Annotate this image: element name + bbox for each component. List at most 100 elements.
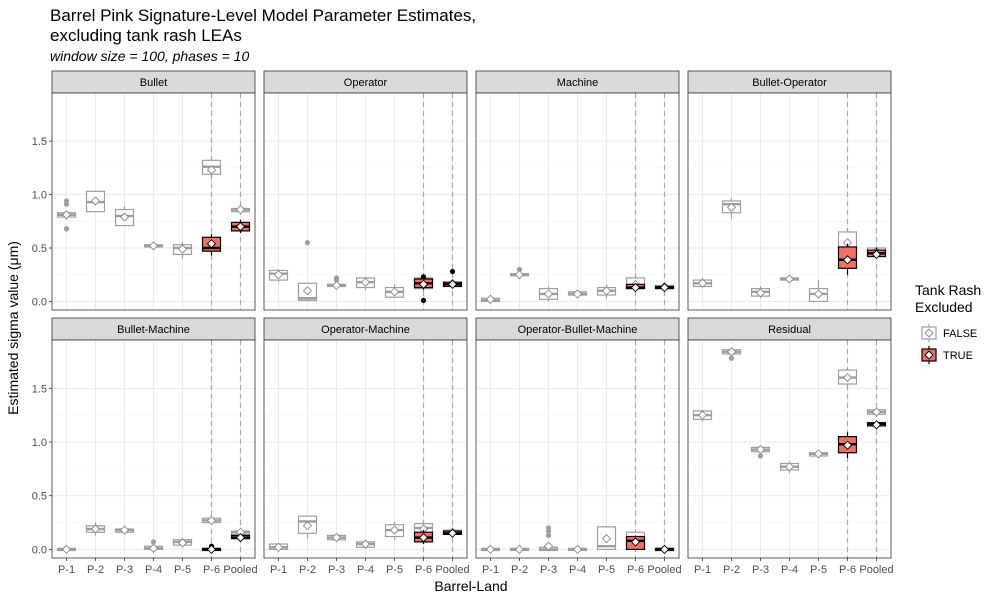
mean-diamond — [485, 544, 496, 555]
x-tick-label: P-5 — [598, 564, 615, 576]
mean-diamond — [331, 532, 342, 543]
x-tick-label: P-6 — [415, 564, 432, 576]
mean-diamond — [842, 255, 853, 265]
mean-diamond — [447, 279, 458, 289]
y-axis-label: Estimated sigma value (μm) — [5, 241, 21, 415]
box-excluded-false — [355, 276, 376, 290]
mean-diamond — [659, 282, 670, 293]
x-tick-label: P-4 — [781, 564, 798, 576]
mean-diamond — [418, 279, 429, 289]
y-tick-label: 0.5 — [32, 491, 47, 503]
box-excluded-false — [567, 544, 588, 555]
x-tick-label: P-1 — [694, 564, 711, 576]
legend-keys — [921, 324, 937, 364]
box-excluded-true — [442, 268, 463, 289]
mean-diamond — [119, 212, 130, 222]
mean-diamond — [755, 444, 766, 455]
y-tick-label: 1.5 — [32, 383, 47, 395]
panel-border — [475, 92, 680, 311]
box-excluded-false — [480, 294, 501, 304]
x-tick-label: Pooled — [647, 564, 681, 576]
mean-diamond — [273, 542, 284, 552]
x-tick-label: Pooled — [859, 564, 893, 576]
box-excluded-false — [326, 275, 347, 291]
box-excluded-false — [384, 284, 405, 299]
y-tick-label: 1.0 — [32, 437, 47, 449]
outlier-point — [150, 539, 157, 545]
chart-title-line2: excluding tank rash LEAs — [50, 26, 242, 45]
box-excluded-false — [355, 539, 376, 549]
x-tick-label: Pooled — [223, 564, 257, 576]
mean-diamond — [302, 286, 313, 296]
mean-diamond — [485, 294, 496, 304]
mean-diamond — [389, 287, 400, 297]
mean-diamond — [601, 286, 612, 296]
box-excluded-false — [230, 204, 251, 215]
mean-diamond — [418, 532, 429, 543]
box-excluded-false — [143, 539, 164, 553]
legend-key-diamond — [924, 350, 934, 360]
x-tick-label: P-2 — [511, 564, 528, 576]
mean-diamond — [871, 249, 882, 260]
box-excluded-false — [56, 198, 77, 232]
legend-key-diamond — [924, 328, 934, 338]
mean-diamond — [784, 462, 795, 472]
outlier-point — [728, 355, 735, 361]
box-excluded-false — [509, 544, 530, 555]
panel-border — [687, 92, 892, 311]
y-tick-label: 0.0 — [32, 544, 47, 556]
x-tick-label: P-2 — [723, 564, 740, 576]
mean-diamond — [601, 534, 612, 544]
box-excluded-false — [538, 286, 559, 302]
box-excluded-false — [692, 277, 713, 288]
outlier-point — [63, 226, 70, 232]
mean-diamond — [572, 544, 583, 555]
facet-strip-label: Bullet-Machine — [117, 324, 190, 336]
x-tick-label: P-4 — [569, 564, 586, 576]
box-excluded-false — [480, 544, 501, 555]
box-excluded-true — [413, 274, 434, 303]
mean-diamond — [61, 210, 72, 220]
facet-strip-label: Operator — [344, 77, 388, 89]
box-excluded-false — [779, 274, 800, 284]
x-tick-label: P-5 — [386, 564, 403, 576]
y-tick-label: 1.5 — [32, 136, 47, 148]
x-tick-label: P-6 — [203, 564, 220, 576]
x-tick-label: P-1 — [270, 564, 287, 576]
mean-diamond — [697, 278, 708, 288]
facet-panel: Machine — [475, 70, 680, 311]
x-tick-label: P-1 — [58, 564, 75, 576]
box-excluded-false — [114, 525, 135, 535]
mean-diamond — [360, 539, 371, 549]
box-excluded-false — [721, 347, 742, 361]
box-excluded-false — [750, 286, 771, 299]
chart-subtitle: window size = 100, phases = 10 — [50, 48, 249, 64]
box-excluded-true — [654, 282, 675, 293]
x-tick-label: P-3 — [116, 564, 133, 576]
outlier-point — [757, 453, 764, 459]
x-tick-label: P-3 — [328, 564, 345, 576]
mean-diamond — [148, 543, 159, 553]
legend-label-true: TRUE — [943, 350, 973, 362]
facet-panel: Bullet 0.0 0.5 1.0 1.5 — [32, 70, 256, 311]
outlier-point — [304, 240, 311, 246]
x-tick-label: Pooled — [435, 564, 469, 576]
mean-diamond — [514, 544, 525, 555]
box-excluded-false — [866, 407, 887, 417]
box-excluded-true — [201, 543, 222, 555]
x-tick-label: P-2 — [299, 564, 316, 576]
box-excluded-true — [230, 220, 251, 234]
box-excluded-true — [866, 248, 887, 260]
outlier-point — [545, 532, 552, 539]
x-tick-label: P-6 — [627, 564, 644, 576]
box-excluded-false — [837, 367, 858, 388]
mean-diamond — [842, 372, 853, 383]
mean-diamond — [389, 525, 400, 535]
box-excluded-false — [692, 409, 713, 422]
mean-diamond — [235, 532, 246, 543]
mean-diamond — [630, 282, 641, 293]
box-excluded-true — [625, 282, 646, 293]
mean-diamond — [90, 524, 101, 534]
box-excluded-true — [230, 532, 251, 543]
